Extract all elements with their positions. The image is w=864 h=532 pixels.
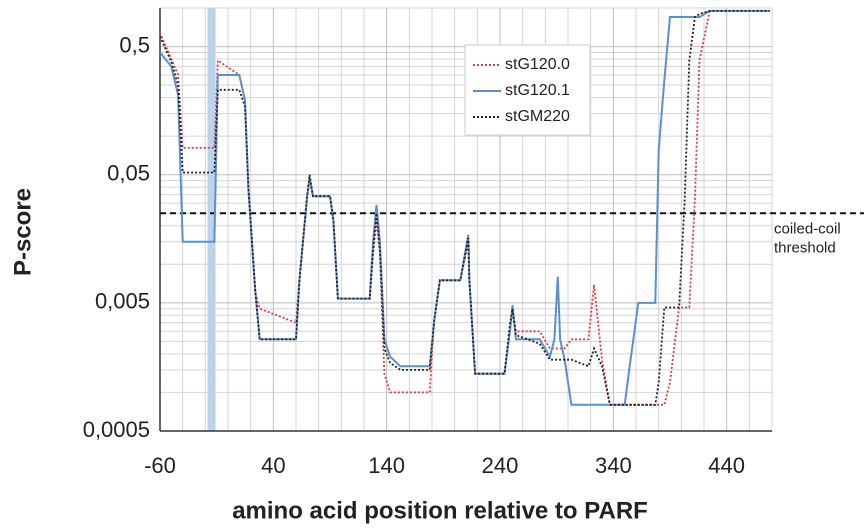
x-axis-title: amino acid position relative to PARF	[232, 497, 648, 524]
legend-label: stGM220	[505, 108, 570, 125]
x-tick-label: -60	[144, 453, 176, 478]
threshold-label: coiled-coil	[774, 220, 841, 237]
legend: stG120.0 stG120.1 stGM220	[464, 44, 591, 136]
x-tick-label: 440	[708, 453, 745, 478]
y-tick-label: 0,05	[107, 161, 150, 186]
x-tick-label: 240	[482, 453, 519, 478]
y-tick-label: 0,0005	[83, 417, 150, 442]
x-tick-label: 40	[261, 453, 285, 478]
y-axis-title: P-score	[9, 188, 36, 276]
y-tick-label: 0,5	[119, 32, 150, 57]
highlight-band	[207, 8, 216, 431]
legend-label: stG120.0	[505, 56, 570, 73]
y-tick-label: 0,005	[95, 289, 150, 314]
x-tick-label: 140	[368, 453, 405, 478]
x-tick-label: 340	[595, 453, 632, 478]
threshold-label: threshold	[774, 239, 836, 256]
series-line	[159, 10, 770, 406]
legend-label: stG120.1	[505, 82, 570, 99]
series-line	[159, 10, 770, 406]
